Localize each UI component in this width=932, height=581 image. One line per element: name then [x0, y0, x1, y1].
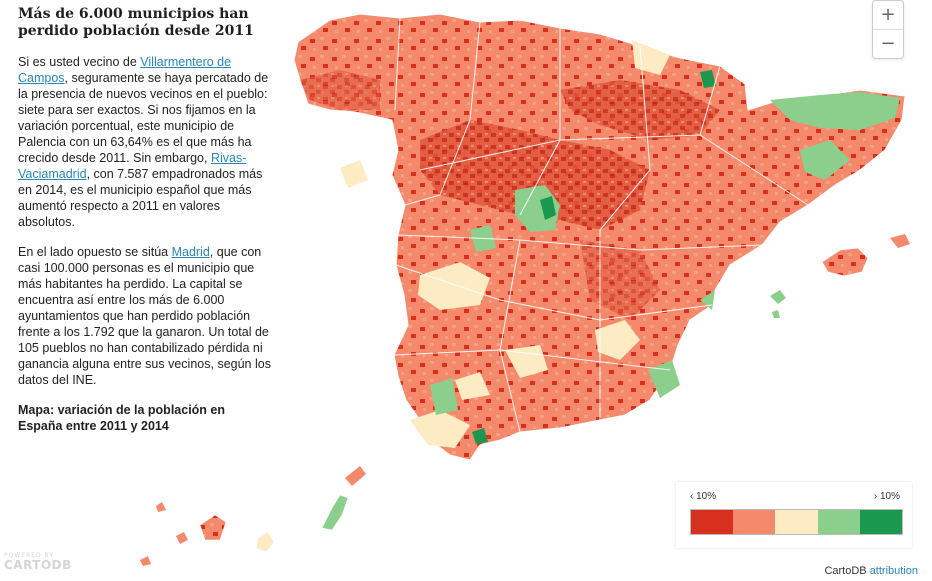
legend-swatch-1 [691, 510, 734, 534]
map-attribution: CartoDB attribution [822, 565, 920, 577]
cartodb-logo: POWERED BY CARTODB [4, 552, 72, 572]
province-boundaries [393, 17, 809, 433]
legend-labels: ‹ 10% › 10% [690, 491, 900, 502]
map-caption: Mapa: variación de la población en Españ… [18, 403, 225, 433]
article-paragraph-2: En el lado opuesto se sitúa Madrid, que … [18, 244, 272, 388]
link-villarmentero[interactable]: Villarmentero de Campos [18, 55, 232, 85]
paragraph-text: , que con casi 100.000 personas es el mu… [18, 245, 271, 387]
article-panel: Más de 6.000 municipios han perdido pobl… [18, 6, 272, 434]
paragraph-text: , seguramente se haya percatado de la pr… [18, 71, 269, 165]
link-rivas-vaciamadrid[interactable]: Rivas-Vaciamadrid [18, 151, 247, 181]
legend-color-ramp [690, 509, 903, 535]
canary-islands [140, 466, 366, 566]
balearic-islands [770, 234, 910, 318]
map-legend: ‹ 10% › 10% [676, 482, 912, 548]
link-madrid[interactable]: Madrid [171, 245, 210, 259]
legend-min-label: ‹ 10% [690, 491, 717, 502]
article-title: Más de 6.000 municipios han perdido pobl… [18, 6, 254, 39]
legend-swatch-4 [817, 510, 860, 534]
zoom-out-button[interactable]: − [873, 29, 903, 58]
article-paragraph-1: Si es usted vecino de Villarmentero de C… [18, 54, 272, 230]
cartodb-wordmark: CARTODB [4, 558, 72, 572]
legend-max-label: › 10% [873, 491, 900, 502]
attribution-link[interactable]: attribution [869, 565, 918, 577]
powered-by-text: POWERED BY [4, 552, 55, 559]
zoom-in-button[interactable]: + [880, 4, 896, 25]
paragraph-text: En el lado opuesto se sitúa [18, 245, 172, 259]
legend-swatch-2 [733, 510, 776, 534]
paragraph-text: Si es usted vecino de [18, 55, 141, 69]
legend-swatch-3 [775, 510, 818, 534]
attribution-text: CartoDB [824, 565, 870, 577]
legend-swatch-5 [859, 510, 903, 534]
zoom-control: + − [872, 0, 904, 59]
paragraph-text: , con 7.587 empadronados más en 2014, es… [18, 167, 263, 229]
